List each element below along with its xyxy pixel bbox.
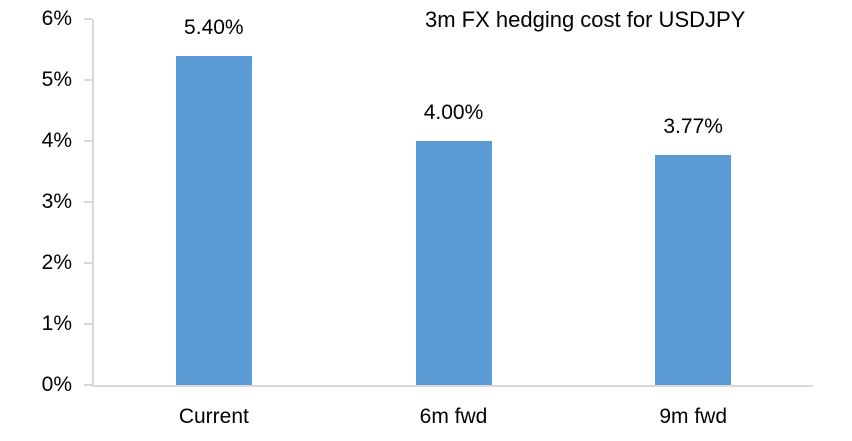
y-axis-tick-label: 4% <box>41 129 72 152</box>
y-axis-line <box>92 19 94 387</box>
category-label: Current <box>178 405 249 428</box>
y-axis-tick <box>84 201 92 203</box>
y-axis-tick-label: 1% <box>41 312 72 335</box>
y-axis-tick <box>84 18 92 20</box>
y-axis-tick-label: 0% <box>41 373 72 396</box>
y-axis-tick-label: 6% <box>41 7 72 30</box>
category-label: 6m fwd <box>419 405 488 428</box>
data-label: 5.40% <box>184 15 244 39</box>
y-axis-tick <box>84 262 92 264</box>
bar-6m-fwd <box>415 141 492 385</box>
data-label: 4.00% <box>423 101 484 124</box>
bar-current <box>175 55 252 385</box>
y-axis-tick-label: 5% <box>41 68 72 91</box>
y-axis-tick <box>84 323 92 325</box>
bar-9m-fwd <box>655 155 732 385</box>
y-axis-tick <box>84 140 92 142</box>
data-label: 3.77% <box>663 115 723 139</box>
chart-title: 3m FX hedging cost for USDJPY <box>425 7 746 32</box>
y-axis-tick-label: 2% <box>41 251 72 274</box>
category-label: 9m fwd <box>659 405 727 428</box>
y-axis-tick-label: 3% <box>41 190 72 213</box>
y-axis-tick <box>84 79 92 81</box>
x-axis-line <box>92 385 813 387</box>
y-axis-tick <box>84 384 92 386</box>
